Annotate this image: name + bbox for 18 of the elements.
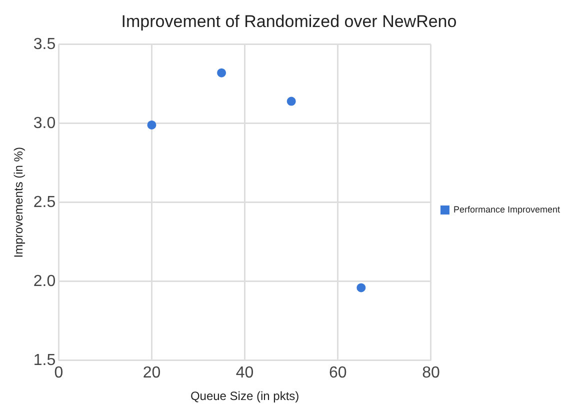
x-tick-label: 60 — [328, 364, 347, 382]
y-tick-label: 3.0 — [33, 114, 56, 132]
y-tick-label: 3.5 — [33, 36, 56, 53]
point — [286, 96, 296, 106]
y-tick-label: 1.5 — [33, 352, 56, 369]
x-tick-label: 20 — [142, 364, 161, 382]
y-axis-title: Improvements (in %) — [12, 147, 26, 258]
legend-label: Performance Improvement — [453, 204, 560, 214]
y-tick-label: 2.5 — [33, 194, 56, 211]
x-axis-title: Queue Size (in pkts) — [190, 389, 300, 404]
point — [356, 283, 366, 292]
chart-title: Improvement of Randomized over NewReno — [121, 12, 457, 31]
x-tick-label: 40 — [236, 364, 254, 382]
point — [217, 68, 226, 78]
point — [147, 120, 156, 130]
x-tick-label: 80 — [422, 364, 440, 382]
x-tick-label: 0 — [54, 364, 64, 382]
y-tick-label: 2.0 — [33, 272, 56, 290]
